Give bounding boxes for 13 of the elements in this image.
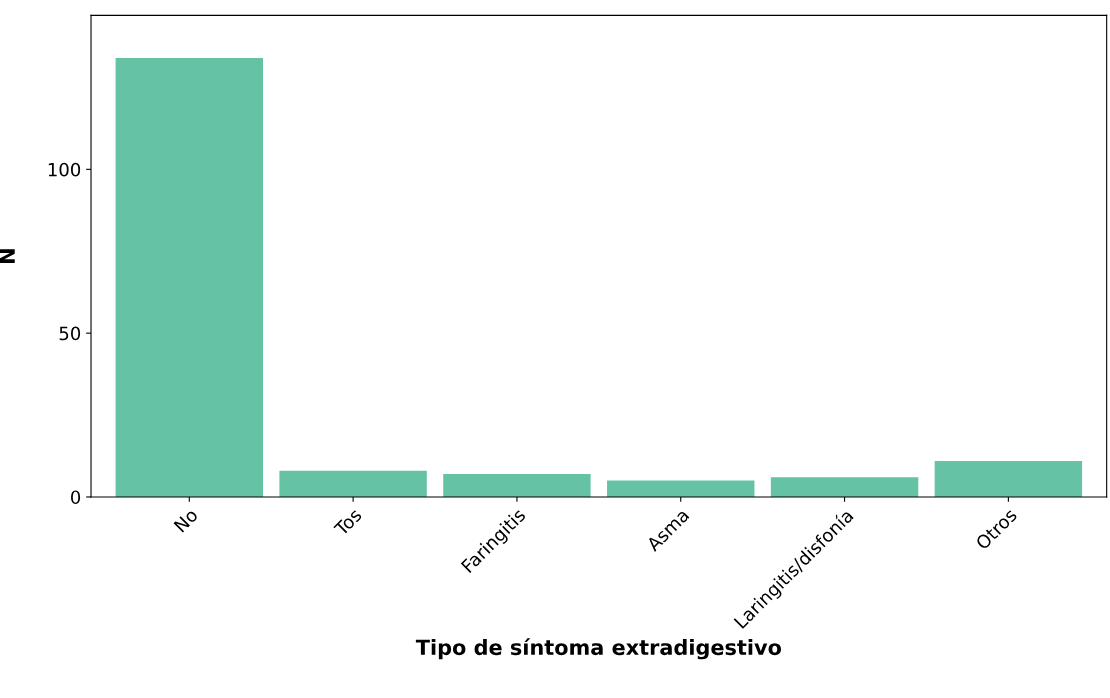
y-axis-title: N xyxy=(0,249,15,263)
x-axis-title: Tipo de síntoma extradigestivo xyxy=(415,638,782,660)
bar xyxy=(607,480,755,497)
y-tick-label: 50 xyxy=(59,326,81,341)
bar xyxy=(770,477,919,497)
x-tick-label: Tos xyxy=(333,507,363,537)
x-tick-label: No xyxy=(173,507,199,533)
y-tick-label: 100 xyxy=(48,162,81,177)
bar xyxy=(443,474,591,497)
bar xyxy=(279,470,427,497)
y-tick-label: 0 xyxy=(71,490,81,505)
bar xyxy=(934,460,1083,497)
bar xyxy=(115,57,264,497)
